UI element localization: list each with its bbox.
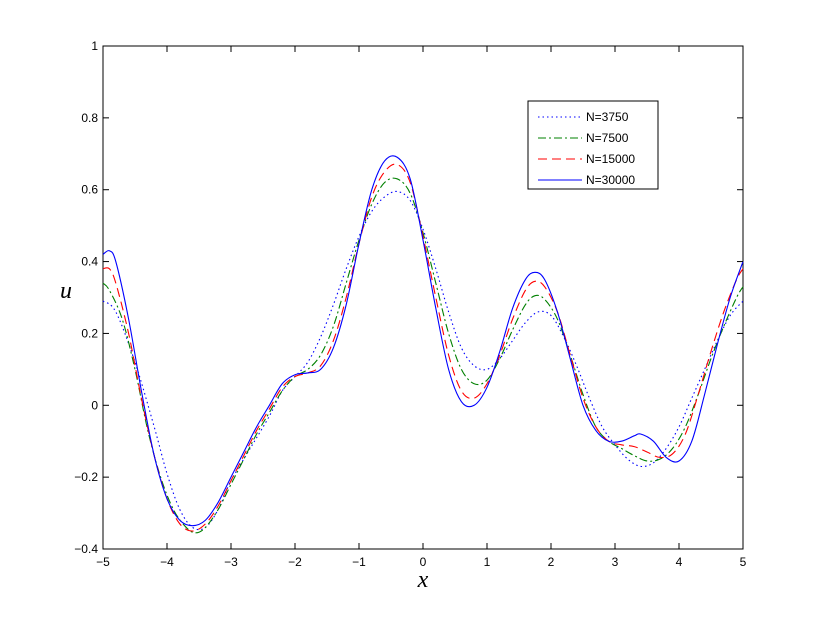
x-tick-label: −4 <box>160 555 174 569</box>
y-tick-label: −0.4 <box>74 542 98 556</box>
x-tick-label: 4 <box>676 555 683 569</box>
x-tick-label: −3 <box>224 555 238 569</box>
series-line-n-3750 <box>102 190 744 531</box>
x-tick-label: 1 <box>484 555 491 569</box>
x-tick-label: 5 <box>740 555 747 569</box>
x-tick-label: 0 <box>420 555 427 569</box>
y-axis-label: u <box>60 278 72 304</box>
series-layer <box>102 155 744 534</box>
legend-label: N=15000 <box>586 152 635 166</box>
y-tick-label: −0.2 <box>74 470 98 484</box>
y-tick-label: 0.2 <box>81 326 98 340</box>
x-tick-label: 2 <box>548 555 555 569</box>
y-tick-label: 0.8 <box>81 111 98 125</box>
y-tick-label: 0.4 <box>81 255 98 269</box>
series-line-n-15000 <box>102 163 744 532</box>
y-tick-label: 0 <box>91 398 98 412</box>
x-tick-label: −5 <box>96 555 110 569</box>
ticks-layer: −5 −4 −3 −2 −1 0 1 2 3 4 5 −0.4 −0.2 0 0.2 0.4 0.6 0.8 1 <box>74 39 746 569</box>
series-line-n-7500 <box>102 177 744 534</box>
legend-label: N=7500 <box>586 131 629 145</box>
x-tick-label: −2 <box>288 555 302 569</box>
x-axis-label: x <box>417 567 429 593</box>
legend-label: N=3750 <box>586 110 629 124</box>
x-tick-label: 3 <box>612 555 619 569</box>
legend: N=3750 N=7500 N=15000 N=30000 <box>527 100 659 190</box>
x-tick-label: −1 <box>352 555 366 569</box>
legend-box <box>527 100 659 190</box>
legend-label: N=30000 <box>586 173 635 187</box>
series-line-n-30000 <box>102 155 744 527</box>
y-tick-label: 1 <box>91 39 98 53</box>
y-tick-label: 0.6 <box>81 183 98 197</box>
